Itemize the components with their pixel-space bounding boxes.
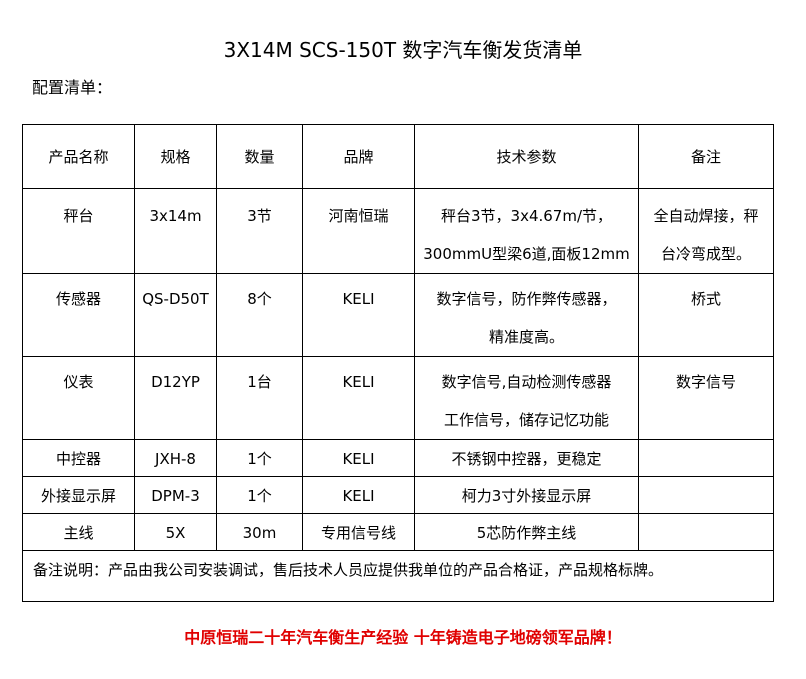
- header-tech: 技术参数: [414, 124, 639, 189]
- tech-line: 秤台3节，3x4.67m/节，: [440, 207, 613, 225]
- cell-name: 仪表: [22, 356, 135, 440]
- cell-remark: 数字信号: [638, 356, 774, 440]
- table-row: 中控器 JXH-8 1个 KELI 不锈钢中控器，更稳定: [22, 439, 774, 477]
- tech-line: 柯力3寸外接显示屏: [461, 487, 592, 505]
- remark-line: 台冷弯成型。: [660, 245, 751, 263]
- table-row: 秤台 3x14m 3节 河南恒瑞 秤台3节，3x4.67m/节， 300mmU型梁6道,面…: [22, 188, 774, 274]
- cell-brand: KELI: [302, 439, 415, 477]
- table-row: 外接显示屏 DPM-3 1个 KELI 柯力3寸外接显示屏: [22, 476, 774, 514]
- remark-line: 全自动焊接，秤: [653, 207, 759, 225]
- header-spec: 规格: [134, 124, 217, 189]
- cell-qty: 3节: [216, 188, 303, 274]
- cell-qty: 1个: [216, 439, 303, 477]
- cell-tech: 数字信号,自动检测传感器 工作信号，储存记忆功能: [414, 356, 639, 440]
- tech-line: 不锈钢中控器，更稳定: [451, 450, 602, 468]
- cell-qty: 8个: [216, 273, 303, 357]
- table-row: 仪表 D12YP 1台 KELI 数字信号,自动检测传感器 工作信号，储存记忆功能 数字信号: [22, 356, 774, 440]
- cell-name: 秤台: [22, 188, 135, 274]
- cell-name: 主线: [22, 513, 135, 551]
- cell-remark: [638, 513, 774, 551]
- tech-line: 数字信号，防作弊传感器，: [436, 290, 617, 308]
- cell-spec: QS-D50T: [134, 273, 217, 357]
- cell-qty: 30m: [216, 513, 303, 551]
- cell-brand: KELI: [302, 476, 415, 514]
- cell-qty: 1台: [216, 356, 303, 440]
- cell-brand: KELI: [302, 273, 415, 357]
- cell-remark: 全自动焊接，秤 台冷弯成型。: [638, 188, 774, 274]
- remark-line: 桥式: [690, 290, 721, 308]
- tech-line: 精准度高。: [488, 328, 564, 346]
- header-remark: 备注: [638, 124, 774, 189]
- cell-spec: 3x14m: [134, 188, 217, 274]
- note-row: 备注说明：产品由我公司安装调试，售后技术人员应提供我单位的产品合格证，产品规格标…: [22, 550, 774, 602]
- cell-remark: 桥式: [638, 273, 774, 357]
- header-brand: 品牌: [302, 124, 415, 189]
- table-row: 主线 5X 30m 专用信号线 5芯防作弊主线: [22, 513, 774, 551]
- tech-line: 5芯防作弊主线: [476, 524, 577, 542]
- cell-tech: 柯力3寸外接显示屏: [414, 476, 639, 514]
- cell-spec: D12YP: [134, 356, 217, 440]
- document-title: 3X14M SCS-150T 数字汽车衡发货清单: [223, 38, 583, 62]
- tech-line: 工作信号，储存记忆功能: [443, 411, 609, 429]
- config-list-label: 配置清单：: [32, 78, 113, 97]
- slogan: 中原恒瑞二十年汽车衡生产经验 十年铸造电子地磅领军品牌！: [184, 628, 622, 647]
- table-header-row: 产品名称 规格 数量 品牌 技术参数 备注: [22, 124, 774, 189]
- cell-name: 中控器: [22, 439, 135, 477]
- cell-qty: 1个: [216, 476, 303, 514]
- tech-line: 数字信号,自动检测传感器: [441, 373, 612, 391]
- cell-name: 传感器: [22, 273, 135, 357]
- cell-remark: [638, 476, 774, 514]
- cell-spec: JXH-8: [134, 439, 217, 477]
- header-name: 产品名称: [22, 124, 135, 189]
- cell-tech: 不锈钢中控器，更稳定: [414, 439, 639, 477]
- cell-name: 外接显示屏: [22, 476, 135, 514]
- tech-line: 300mmU型梁6道,面板12mm: [423, 245, 630, 263]
- note-text: 备注说明：产品由我公司安装调试，售后技术人员应提供我单位的产品合格证，产品规格标…: [22, 550, 774, 602]
- shipping-list-table: 产品名称 规格 数量 品牌 技术参数 备注 秤台 3x14m 3节 河南恒瑞 秤台3节，…: [22, 124, 774, 602]
- header-qty: 数量: [216, 124, 303, 189]
- cell-tech: 秤台3节，3x4.67m/节， 300mmU型梁6道,面板12mm: [414, 188, 639, 274]
- cell-brand: 专用信号线: [302, 513, 415, 551]
- table-row: 传感器 QS-D50T 8个 KELI 数字信号，防作弊传感器， 精准度高。 桥式: [22, 273, 774, 357]
- cell-brand: KELI: [302, 356, 415, 440]
- remark-line: 数字信号: [675, 373, 736, 391]
- cell-tech: 5芯防作弊主线: [414, 513, 639, 551]
- cell-remark: [638, 439, 774, 477]
- cell-spec: 5X: [134, 513, 217, 551]
- cell-brand: 河南恒瑞: [302, 188, 415, 274]
- cell-spec: DPM-3: [134, 476, 217, 514]
- cell-tech: 数字信号，防作弊传感器， 精准度高。: [414, 273, 639, 357]
